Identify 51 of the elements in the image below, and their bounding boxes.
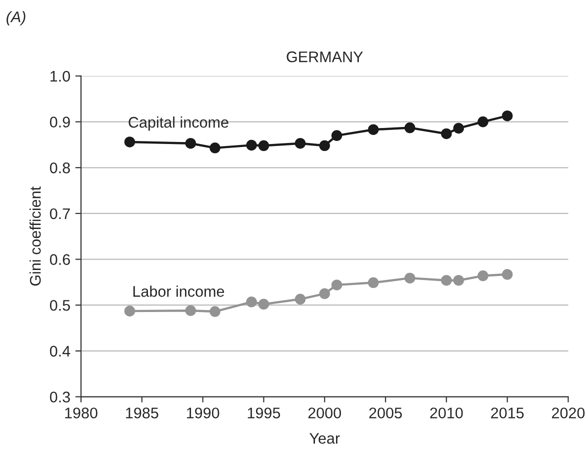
x-tick-label: 2015 (491, 408, 524, 418)
point (331, 130, 342, 141)
point (124, 306, 136, 316)
point (404, 272, 416, 284)
point (246, 296, 257, 308)
point (124, 136, 136, 148)
point (294, 138, 306, 149)
point (210, 306, 220, 317)
point (210, 142, 220, 154)
y-tick-label: 0.8 (50, 162, 70, 174)
point (453, 122, 464, 134)
x-tick-label: 1980 (65, 408, 98, 418)
point (294, 294, 306, 305)
point (404, 122, 416, 134)
point (502, 110, 513, 122)
point (319, 140, 330, 152)
point (441, 128, 452, 140)
x-tick-label: 2020 (552, 408, 585, 418)
point (478, 116, 488, 128)
y-tick-label: 0.4 (50, 346, 70, 357)
point (331, 280, 342, 290)
point (478, 270, 488, 282)
point (185, 138, 196, 149)
point (453, 274, 464, 286)
x-tick-label: 2010 (430, 408, 463, 418)
y-tick-label: 0.9 (50, 116, 70, 128)
point (368, 277, 379, 288)
point (502, 269, 513, 280)
series-label: Capital income (128, 116, 228, 131)
x-tick-label: 1990 (186, 408, 220, 418)
point (258, 140, 270, 152)
y-tick-label: 0.5 (50, 300, 70, 311)
x-tick-label: 2000 (308, 408, 342, 418)
x-tick-label: 1995 (248, 408, 280, 418)
x-tick-label: 2005 (369, 408, 402, 418)
x-tick-label: 1985 (126, 408, 158, 418)
x-axis-title: Year (310, 433, 340, 444)
y-tick-label: 1.0 (50, 70, 70, 82)
y-tick-label: 0.7 (50, 208, 70, 220)
y-axis-title: Gini coefficient (30, 186, 41, 286)
point (246, 140, 257, 151)
point (441, 274, 452, 286)
series-label: Labor income (133, 286, 224, 297)
point (258, 298, 270, 310)
point (319, 288, 330, 300)
chart-title: GERMANY (286, 51, 363, 62)
y-tick-label: 0.6 (50, 254, 70, 265)
text: (A) (6, 11, 26, 26)
y-tick-label: 0.3 (50, 392, 70, 402)
point (368, 124, 379, 135)
point (185, 305, 196, 316)
